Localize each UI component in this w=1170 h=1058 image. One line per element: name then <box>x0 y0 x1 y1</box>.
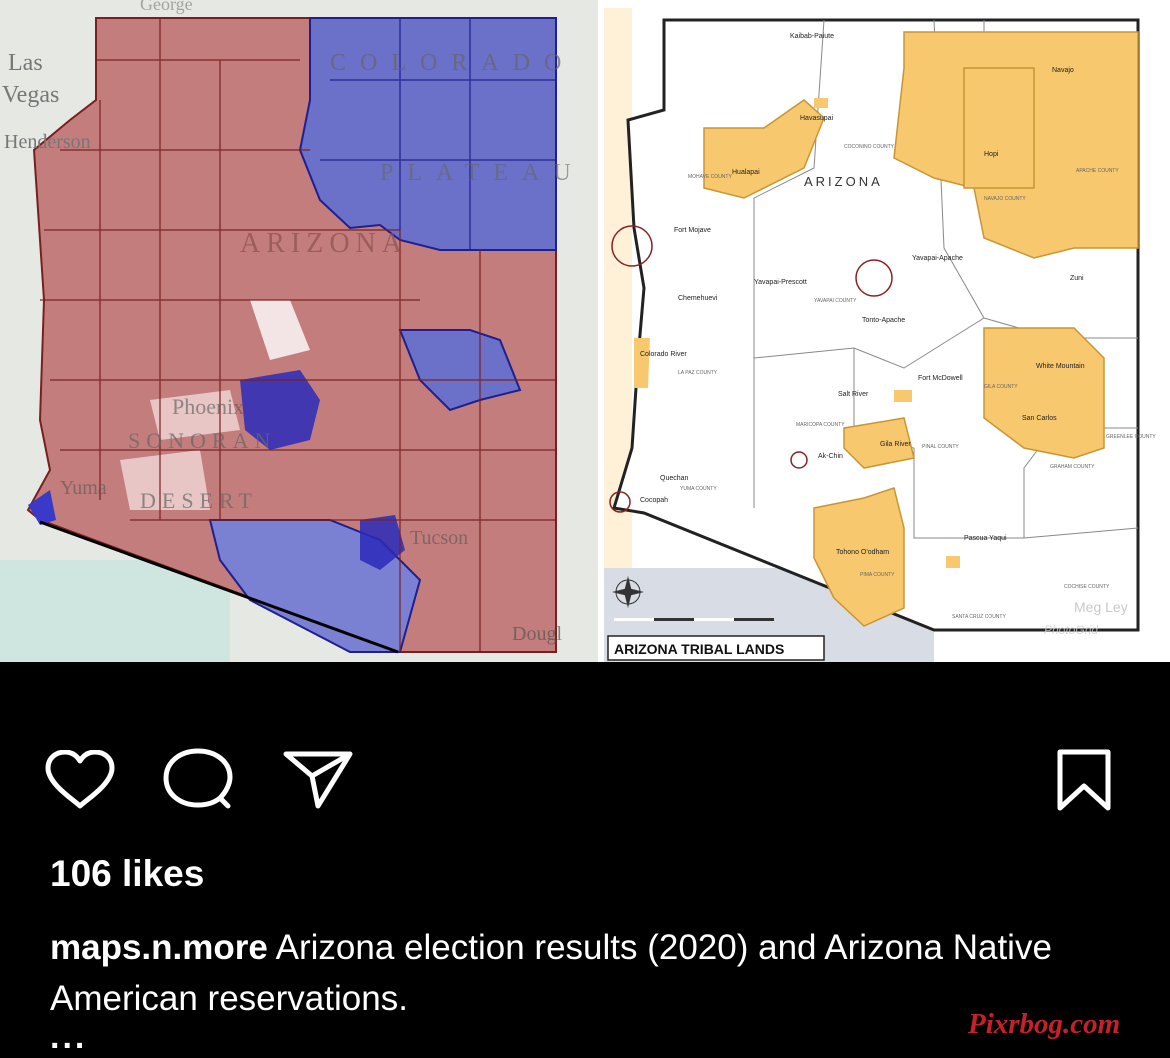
label-pascua-yaqui: Pascua Yaqui <box>964 535 1007 542</box>
map-label-arizona: ARIZONA <box>240 228 408 259</box>
label-colorado-river: Colorado River <box>640 351 687 358</box>
more-ellipsis[interactable]: ... <box>50 1018 88 1056</box>
label-maricopa-county: MARICOPA COUNTY <box>796 422 845 428</box>
photo-watermark-sub: PhotoGrid <box>1044 623 1098 637</box>
label-coconino-county: COCONINO COUNTY <box>844 144 895 150</box>
photo-watermark-name: Meg Ley <box>1074 599 1128 615</box>
label-salt-river: Salt River <box>838 391 869 398</box>
label-yavapai-county: YAVAPAI COUNTY <box>814 298 857 304</box>
paper-plane-icon <box>283 751 353 809</box>
label-navajo-county: NAVAJO COUNTY <box>984 196 1026 202</box>
map-label-douglas: Dougl <box>512 623 562 645</box>
label-ak-chin: Ak-Chin <box>818 453 843 460</box>
label-apache-county: APACHE COUNTY <box>1076 168 1119 174</box>
label-santa-cruz-county: SANTA CRUZ COUNTY <box>952 614 1006 620</box>
map-label-sonoran: SONORAN <box>128 428 276 453</box>
label-navajo: Navajo <box>1052 67 1074 74</box>
label-fort-mojave: Fort Mojave <box>674 227 711 234</box>
map-label-las: Las <box>8 50 43 76</box>
label-fort-mcdowell: Fort McDowell <box>918 375 963 382</box>
like-button[interactable] <box>44 750 116 810</box>
caption-text: Arizona election results (2020) and Ariz… <box>50 928 1052 1018</box>
label-yavapai-apache: Yavapai-Apache <box>912 255 963 262</box>
save-button[interactable] <box>1052 748 1116 812</box>
map-label-plateau: PLATEAU <box>380 160 585 186</box>
label-quechan: Quechan <box>660 475 689 482</box>
tribal-map-state-label: ARIZONA <box>804 174 883 189</box>
map-label-yuma: Yuma <box>60 477 107 499</box>
caption-username[interactable]: maps.n.more <box>50 928 268 967</box>
label-greenlee-county: GREENLEE COUNTY <box>1106 434 1156 440</box>
map-label-colorado: COLORADO <box>330 50 575 76</box>
reservation-labels: Kaibab-Paiute Navajo Havasupai Hopi Hual… <box>640 33 1085 556</box>
map-label-desert: DESERT <box>140 488 258 513</box>
label-cocopah: Cocopah <box>640 497 668 504</box>
label-havasupai: Havasupai <box>800 115 834 122</box>
map-label-george: George <box>140 0 193 14</box>
label-gila-county: GILA COUNTY <box>984 384 1018 390</box>
comment-button[interactable] <box>162 748 234 810</box>
county-labels: COCONINO COUNTY MOHAVE COUNTY NAVAJO COU… <box>678 144 1156 620</box>
label-yavapai-prescott: Yavapai-Prescott <box>754 279 807 286</box>
label-hopi: Hopi <box>984 151 999 158</box>
comment-icon <box>163 748 233 809</box>
label-pima-county: PIMA COUNTY <box>860 572 895 578</box>
label-white-mountain: White Mountain <box>1036 363 1085 370</box>
label-kaibab-paiute: Kaibab-Paiute <box>790 33 834 40</box>
map-label-phoenix: Phoenix <box>172 394 244 419</box>
map-label-vegas: Vegas <box>2 82 59 108</box>
label-pinal-county: PINAL COUNTY <box>922 444 959 450</box>
bookmark-icon <box>1057 749 1111 811</box>
label-la-paz-county: LA PAZ COUNTY <box>678 370 718 376</box>
label-hualapai: Hualapai <box>732 169 760 176</box>
compass-rose-icon <box>612 576 644 608</box>
label-zuni: Zuni <box>1070 275 1084 282</box>
label-tohono-odham: Tohono O'odham <box>836 549 889 556</box>
post-caption: maps.n.more Arizona election results (20… <box>50 922 1110 1024</box>
scale-bar <box>614 618 774 621</box>
map-label-tucson: Tucson <box>410 527 468 549</box>
likes-count[interactable]: 106 likes <box>50 853 205 894</box>
label-graham-county: GRAHAM COUNTY <box>1050 464 1095 470</box>
label-mohave-county: MOHAVE COUNTY <box>688 174 732 180</box>
map-label-henderson: Henderson <box>4 131 91 153</box>
tribal-map-legend-title: ARIZONA TRIBAL LANDS <box>614 641 784 657</box>
tribal-lands-map: ARIZONA Kaibab-Paiute Navajo Havasupai H… <box>604 8 1164 662</box>
label-san-carlos: San Carlos <box>1022 415 1057 422</box>
label-yuma-county: YUMA COUNTY <box>680 486 717 492</box>
label-chemehuevi: Chemehuevi <box>678 295 718 302</box>
heart-icon <box>45 750 115 809</box>
label-cochise-county: COCHISE COUNTY <box>1064 584 1110 590</box>
election-results-map: Las Vegas Henderson COLORADO PLATEAU ARI… <box>0 0 598 662</box>
label-tonto-apache: Tonto-Apache <box>862 317 905 324</box>
post-image[interactable]: Las Vegas Henderson COLORADO PLATEAU ARI… <box>0 0 1170 662</box>
site-watermark: Pixrbog.com <box>968 1008 1121 1040</box>
label-gila-river: Gila River <box>880 441 911 448</box>
share-button[interactable] <box>282 748 354 810</box>
